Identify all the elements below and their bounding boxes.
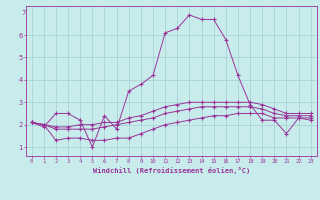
- Text: 7: 7: [21, 10, 26, 16]
- X-axis label: Windchill (Refroidissement éolien,°C): Windchill (Refroidissement éolien,°C): [92, 167, 250, 174]
